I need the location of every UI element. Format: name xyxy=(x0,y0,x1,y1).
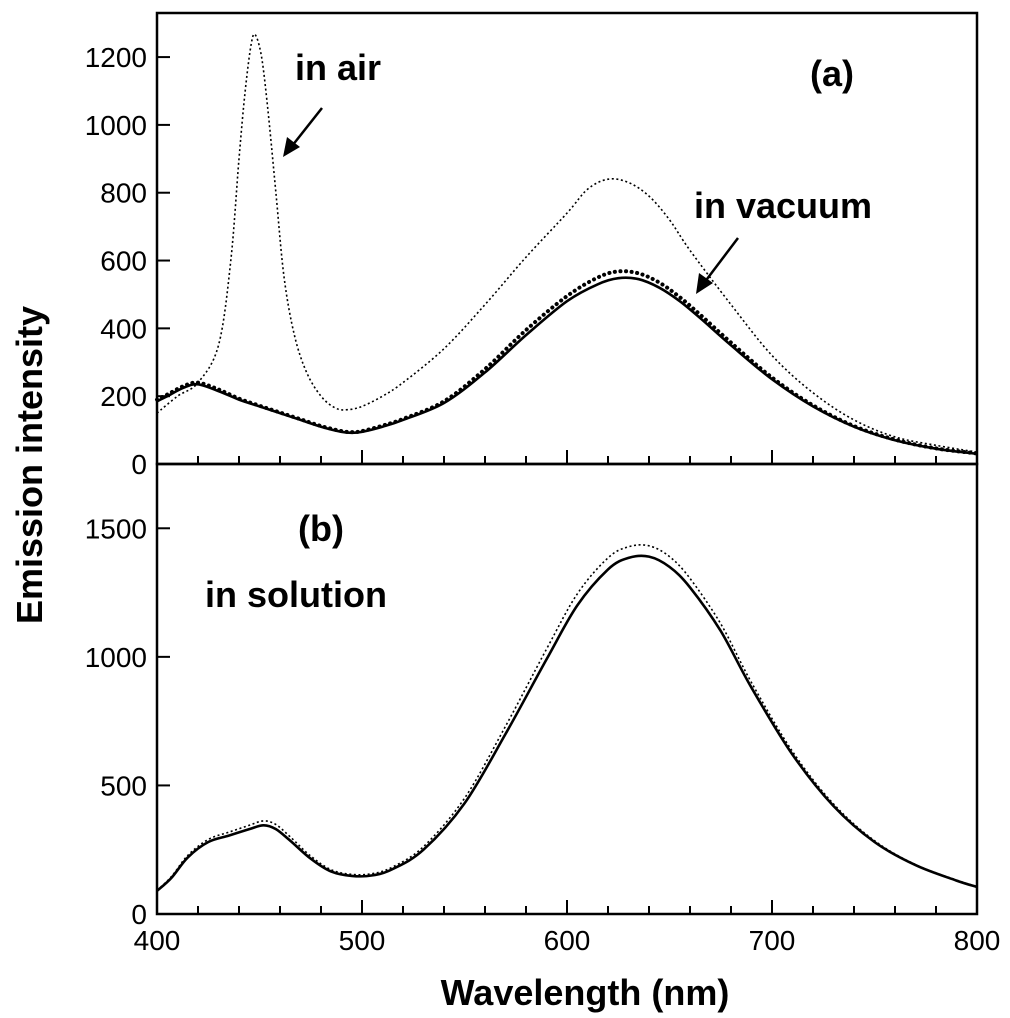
panel-b-y-tick-label: 500 xyxy=(100,770,147,801)
panel-b-y-tick-label: 1500 xyxy=(85,513,147,544)
x-axis-title: Wavelength (nm) xyxy=(441,972,730,1013)
panel-b-label: (b) xyxy=(298,508,344,549)
panel-a-y-tick-label: 0 xyxy=(131,449,147,480)
panel-a-y-tick-label: 1200 xyxy=(85,42,147,73)
panel-b-frame xyxy=(157,464,977,914)
panel-b-y-tick-label: 1000 xyxy=(85,642,147,673)
in-air-label: in air xyxy=(295,47,381,88)
y-axis-title: Emission intensity xyxy=(9,306,50,624)
panel-a-y-tick-label: 600 xyxy=(100,246,147,277)
panel-a: 0 200 400 600 800 1000 1200 (a) in air in vacu… xyxy=(85,13,977,480)
panel-a-series-fine-dotted-line xyxy=(157,34,977,452)
x-tick-labels: 400 500 600 700 800 xyxy=(134,925,1001,956)
panel-a-x-ticks xyxy=(157,450,977,464)
panel-a-y-tick-label: 400 xyxy=(100,313,147,344)
x-tick-label: 700 xyxy=(749,925,796,956)
panel-a-label: (a) xyxy=(810,53,854,94)
in-solution-label: in solution xyxy=(205,574,387,615)
x-tick-label: 500 xyxy=(339,925,386,956)
panel-a-y-tick-label: 1000 xyxy=(85,110,147,141)
x-tick-label: 400 xyxy=(134,925,181,956)
panel-b-x-ticks xyxy=(157,900,977,914)
x-tick-label: 800 xyxy=(954,925,1001,956)
panel-a-y-tick-label: 200 xyxy=(100,381,147,412)
in-air-arrow xyxy=(283,108,322,157)
in-vacuum-label: in vacuum xyxy=(694,185,872,226)
panel-a-y-tick-label: 800 xyxy=(100,178,147,209)
x-tick-label: 600 xyxy=(544,925,591,956)
panel-a-series-heavy-dotted-line xyxy=(157,271,977,453)
panel-a-series xyxy=(157,34,977,454)
panel-a-frame xyxy=(157,13,977,464)
